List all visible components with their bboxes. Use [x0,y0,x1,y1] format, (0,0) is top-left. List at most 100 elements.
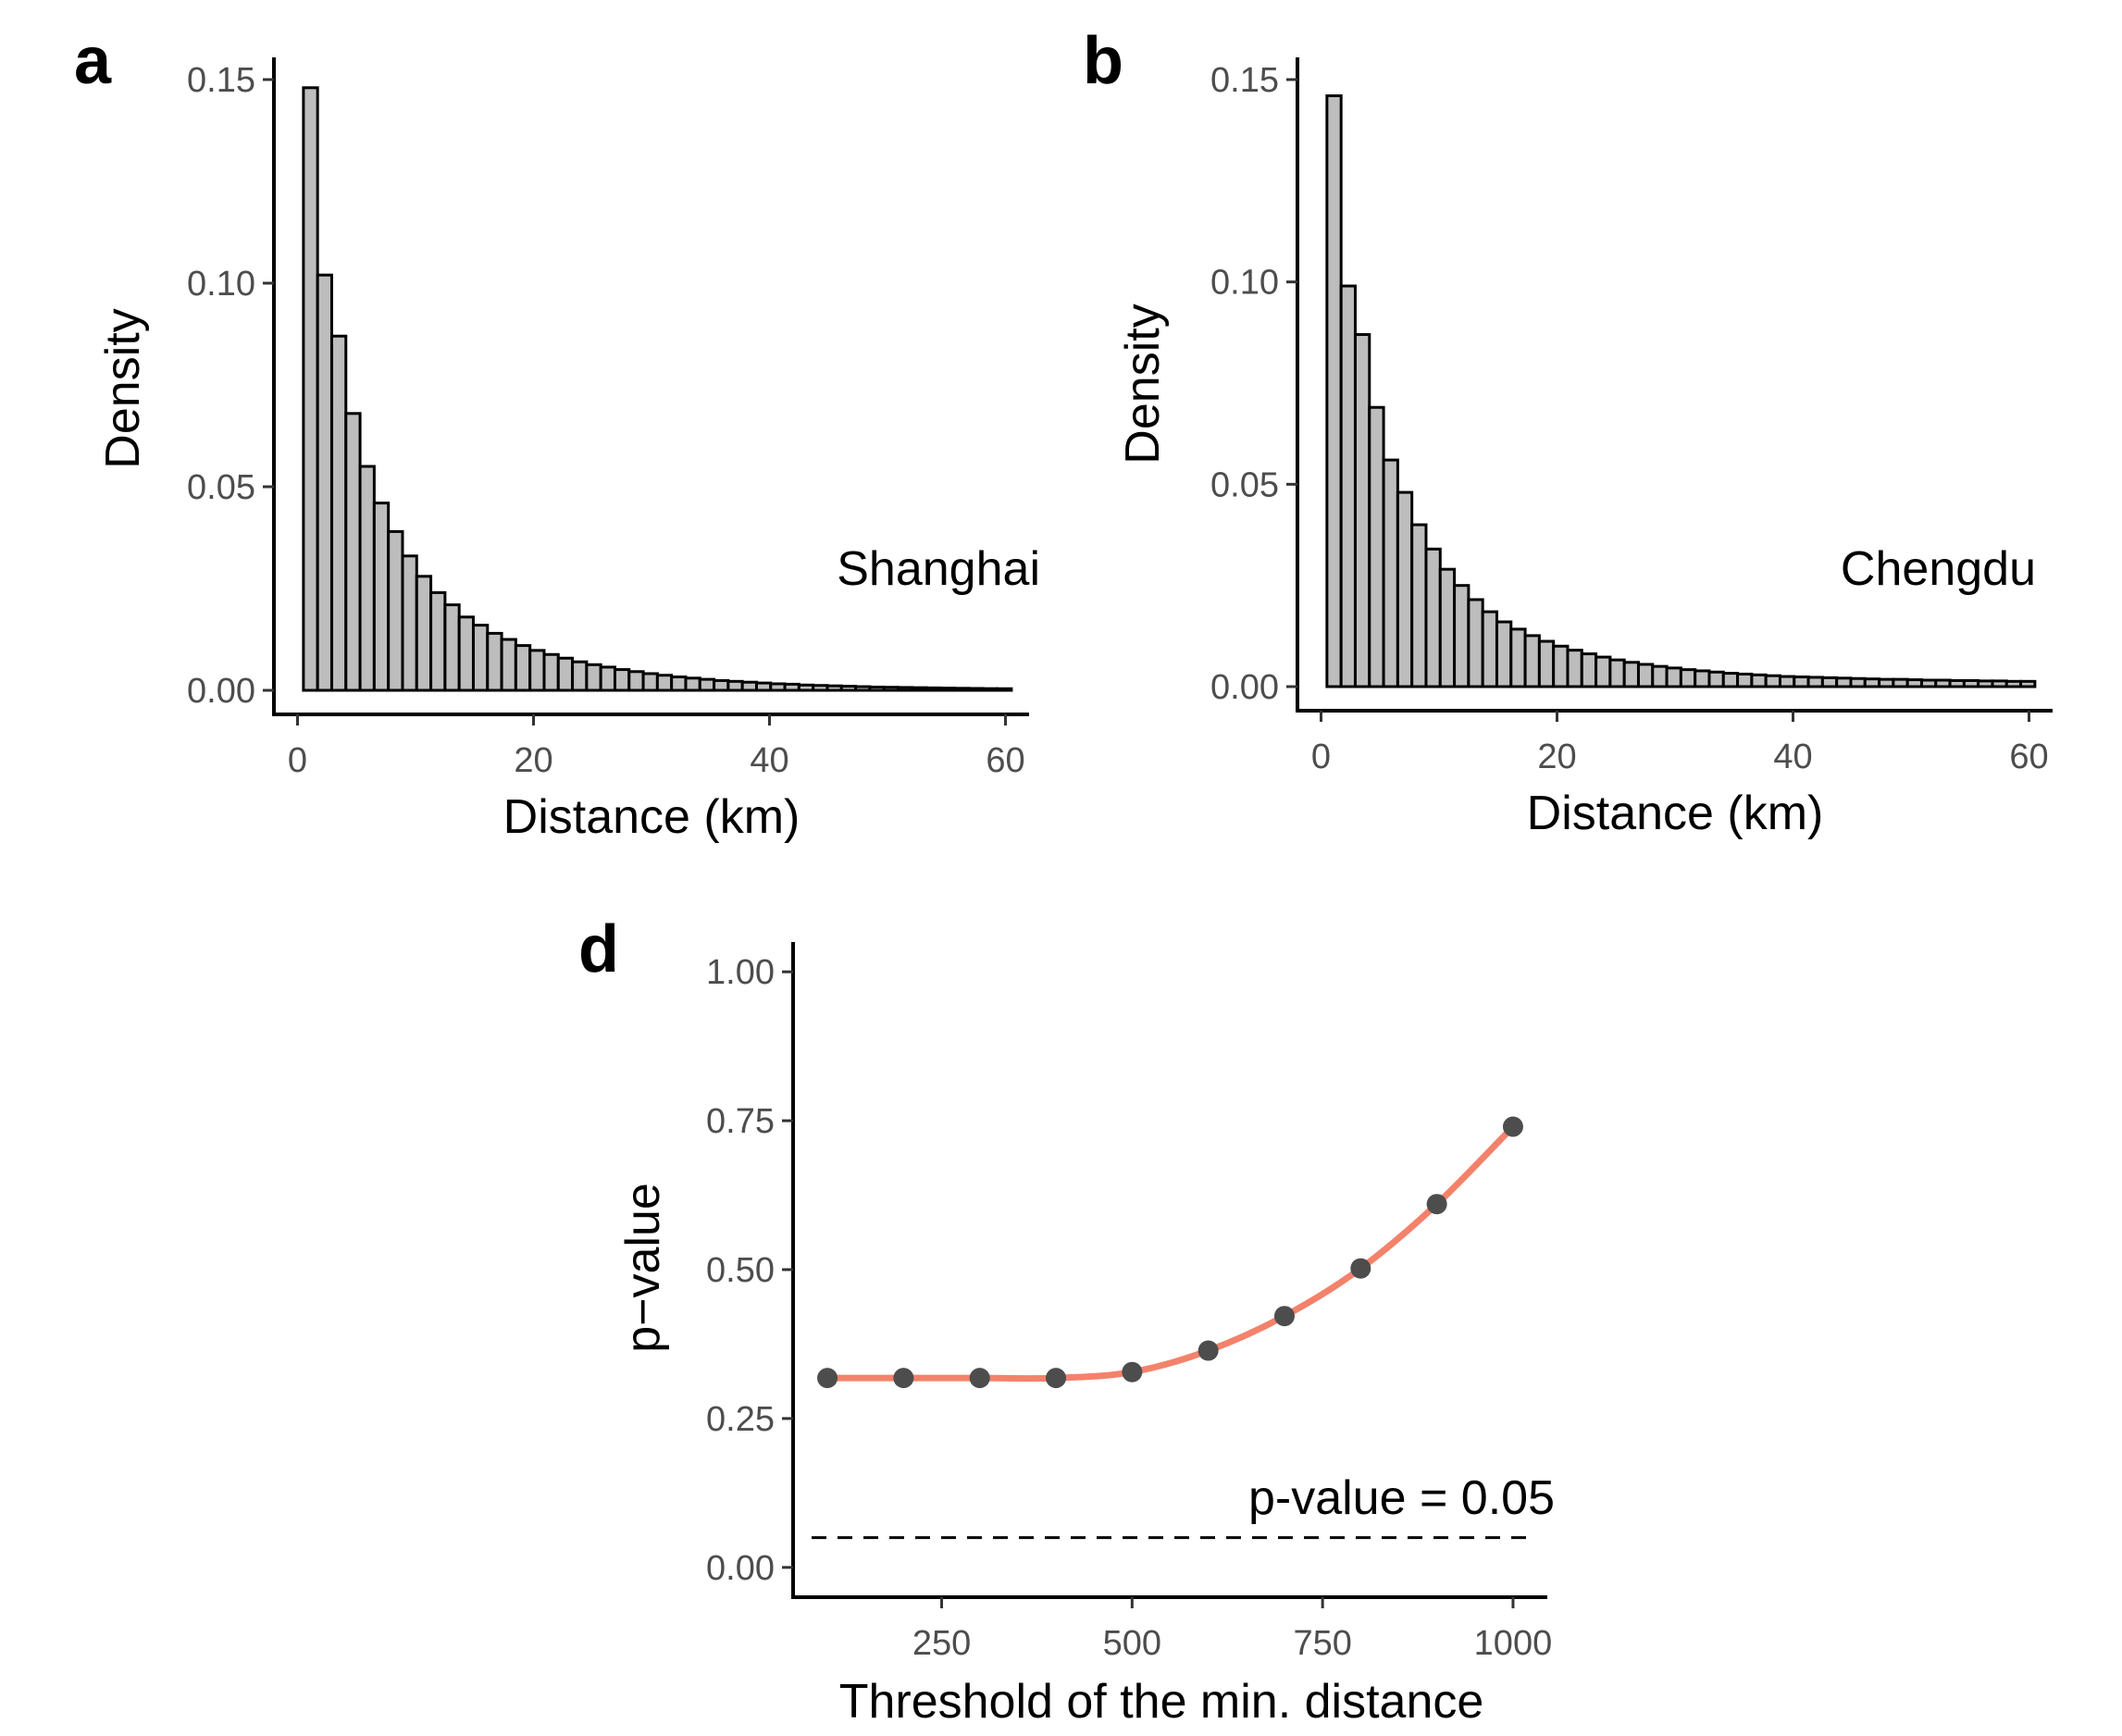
bar-b [1991,679,2008,688]
data-point [1350,1258,1371,1279]
bar-b [1438,567,1457,688]
x-tick-label-d: 500 [1103,1624,1161,1663]
x-tick-label-a: 60 [986,741,1024,780]
bar-a [415,575,433,692]
bar-b [1636,663,1655,688]
bar-a [528,649,546,692]
x-axis-title-a: Distance (km) [503,790,800,844]
bar-b [1962,678,1980,688]
bar-a [443,603,461,692]
bar-b [1863,677,1881,688]
bar-b [1736,672,1754,688]
annotation-shanghai: Shanghai [837,542,1040,596]
smooth-line [824,1123,1517,1383]
bar-b [1750,673,1768,688]
bar-b [1509,627,1527,688]
bar-a [769,682,787,692]
bar-b [1849,676,1867,688]
bar-a [981,687,999,692]
data-point [1122,1361,1143,1383]
bar-b [1778,675,1796,688]
y-tick-label-b: 0.05 [1210,465,1279,504]
x-axis-title-b: Distance (km) [1527,787,1824,840]
bar-a [329,334,348,692]
curve-d [824,1123,1517,1383]
bar-b [1424,547,1442,688]
reference-line-label: p-value = 0.05 [1248,1471,1555,1525]
panel-letter-b: b [1083,24,1123,98]
y-tick-label-b: 0.00 [1210,668,1279,707]
axes-b [1296,57,2053,713]
bar-a [457,615,475,692]
x-tick-label-b: 60 [2009,738,2048,776]
y-tick-label-a: 0.15 [187,61,255,100]
bar-a [542,652,560,692]
bar-b [1467,598,1484,688]
bar-b [1679,668,1697,688]
ticks-b: 0.00 0.05 0.10 0.15 0 20 40 60 [1210,61,2049,776]
bar-b [1948,678,1966,688]
bar-b [1368,405,1385,688]
panel-letter-d: d [578,912,619,986]
bar-b [1339,284,1357,688]
bar-b [1651,664,1669,688]
y-tick-label-d: 0.25 [706,1400,775,1439]
bars-b [1325,93,2037,688]
bar-b [1806,676,1824,688]
x-tick-label-a: 40 [750,741,788,780]
y-tick-label-a: 0.10 [187,265,255,304]
x-tick-label-d: 1000 [1474,1624,1553,1663]
bar-a [401,554,418,692]
y-tick-label-d: 0.75 [706,1102,775,1141]
data-point [1426,1194,1447,1215]
x-tick-label-a: 20 [514,741,552,780]
bar-a [627,670,645,692]
axes-a [272,57,1029,716]
bar-b [1793,676,1810,688]
bar-b [1523,634,1541,688]
points-d [817,1116,1523,1389]
bar-a [599,665,616,692]
bar-a [514,644,532,692]
annotation-chengdu: Chengdu [1841,542,2036,596]
bar-a [500,638,517,692]
bar-b [1537,639,1556,688]
ticks-d: 0.00 0.25 0.50 0.75 1.00 250 500 750 1000 [706,953,1552,1663]
y-axis-title-a: Density [96,308,150,468]
bar-b [1552,644,1570,688]
bar-a [953,687,971,692]
bar-b [1665,666,1682,688]
bar-b [1580,652,1598,688]
bar-a [471,624,490,692]
bar-a [655,674,674,692]
data-point [893,1368,914,1389]
bar-b [1325,93,1343,688]
bar-a [429,590,447,692]
bar-b [1919,678,1938,688]
bar-a [783,682,800,692]
bar-b [2019,679,2037,688]
data-point [1502,1116,1523,1137]
bar-b [1410,523,1428,688]
bar-a [486,631,503,692]
bar-b [1977,679,1994,688]
bar-a [613,668,631,692]
bar-b [1566,649,1583,688]
bar-a [358,465,376,692]
bars-a [302,86,1013,692]
ticks-a: 0.00 0.05 0.10 0.15 0 20 40 60 [187,61,1025,780]
bar-a [316,273,333,692]
bar-a [797,683,815,692]
x-axis-title-d: Threshold of the min. distance [839,1675,1484,1729]
bar-b [1353,333,1371,688]
bar-b [1595,655,1612,688]
y-axis-title-d: p−value [616,1183,670,1353]
bar-a [740,680,758,692]
bar-a [924,686,942,692]
bar-b [1495,620,1513,688]
bar-a [641,672,659,692]
x-tick-label-d: 250 [912,1624,971,1663]
data-point [817,1368,838,1389]
bar-a [670,675,688,692]
